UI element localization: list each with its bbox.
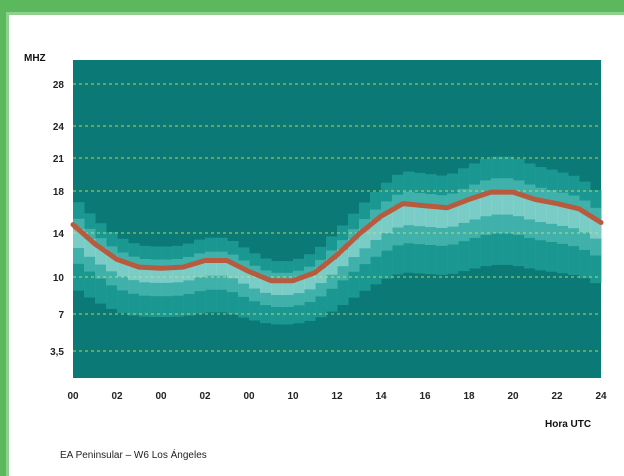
signal-band-2 — [392, 206, 404, 228]
x-tick-label: 18 — [463, 391, 475, 402]
y-tick-label: 24 — [53, 122, 65, 133]
x-axis-title: Hora UTC — [545, 419, 591, 430]
signal-band-2 — [469, 197, 481, 220]
signal-band-2 — [172, 267, 184, 283]
x-tick-label: 02 — [111, 391, 123, 402]
signal-band-2 — [315, 268, 327, 284]
signal-band-2 — [414, 205, 426, 227]
signal-band-2 — [381, 213, 393, 234]
signal-band-2 — [282, 280, 294, 296]
signal-band-2 — [84, 239, 96, 257]
signal-band-2 — [480, 193, 492, 217]
x-tick-label: 22 — [551, 391, 563, 402]
signal-band-2 — [546, 202, 558, 224]
signal-band-2 — [447, 205, 459, 227]
signal-band-2 — [139, 267, 151, 283]
x-tick-label: 20 — [507, 391, 519, 402]
signal-band-2 — [117, 261, 129, 277]
chart-caption: EA Peninsular – W6 Los Ángeles — [60, 450, 207, 461]
y-axis-title: MHZ — [24, 53, 46, 64]
signal-band-2 — [73, 229, 85, 249]
signal-band-2 — [205, 260, 217, 276]
grid-lines — [73, 83, 601, 352]
y-tick-label: 14 — [53, 229, 65, 240]
signal-band-2 — [227, 263, 239, 279]
signal-band-2 — [568, 207, 580, 229]
signal-band-2 — [194, 262, 206, 278]
x-tick-label: 00 — [243, 391, 255, 402]
signal-band-2 — [359, 229, 371, 249]
signal-band-2 — [337, 249, 349, 267]
signal-band-2 — [348, 239, 360, 258]
signal-band-2 — [249, 273, 261, 289]
signal-band-2 — [150, 267, 162, 283]
signal-band-2 — [271, 280, 283, 296]
signal-band-2 — [95, 247, 107, 265]
y-tick-label: 10 — [53, 273, 65, 284]
signal-band-2 — [161, 267, 173, 283]
signal-band-2 — [535, 200, 547, 222]
signal-bands — [73, 156, 602, 325]
signal-band-2 — [106, 255, 118, 272]
signal-band-2 — [590, 219, 602, 239]
x-tick-label: 00 — [155, 391, 167, 402]
signal-band-2 — [216, 260, 228, 276]
x-tick-label: 16 — [419, 391, 431, 402]
signal-band-2 — [524, 197, 536, 220]
signal-band-2 — [370, 220, 382, 241]
y-tick-label: 28 — [53, 80, 65, 91]
signal-band-2 — [458, 201, 470, 223]
y-tick-label: 21 — [53, 154, 65, 165]
signal-band-2 — [491, 192, 503, 215]
signal-band-2 — [238, 268, 250, 284]
signal-band-2 — [513, 193, 525, 217]
muf-line — [70, 189, 604, 284]
x-tick-label: 24 — [595, 391, 607, 402]
signal-band-2 — [304, 274, 316, 290]
signal-band-2 — [293, 278, 305, 294]
y-tick-label: 7 — [58, 310, 64, 321]
signal-band-2 — [128, 265, 140, 281]
x-tick-label: 12 — [331, 391, 343, 402]
signal-band-2 — [260, 278, 272, 293]
x-tick-label: 10 — [287, 391, 299, 402]
signal-band-2 — [436, 207, 448, 229]
signal-band-2 — [579, 212, 591, 233]
y-tick-label: 3,5 — [50, 347, 64, 358]
signal-band-2 — [557, 204, 569, 226]
y-tick-label: 18 — [53, 187, 65, 198]
y-ticks: 3,5 7 10 14 18 21 24 28 — [50, 80, 64, 358]
signal-band-2 — [502, 192, 514, 215]
signal-band-2 — [326, 259, 338, 275]
x-tick-label: 14 — [375, 391, 387, 402]
signal-band-2 — [183, 265, 195, 281]
x-tick-label: 00 — [67, 391, 79, 402]
signal-band-2 — [403, 204, 415, 226]
x-ticks: 00 02 00 02 00 10 12 14 16 18 20 22 24 — [67, 391, 607, 402]
signal-band-2 — [425, 206, 437, 228]
x-tick-label: 02 — [199, 391, 211, 402]
